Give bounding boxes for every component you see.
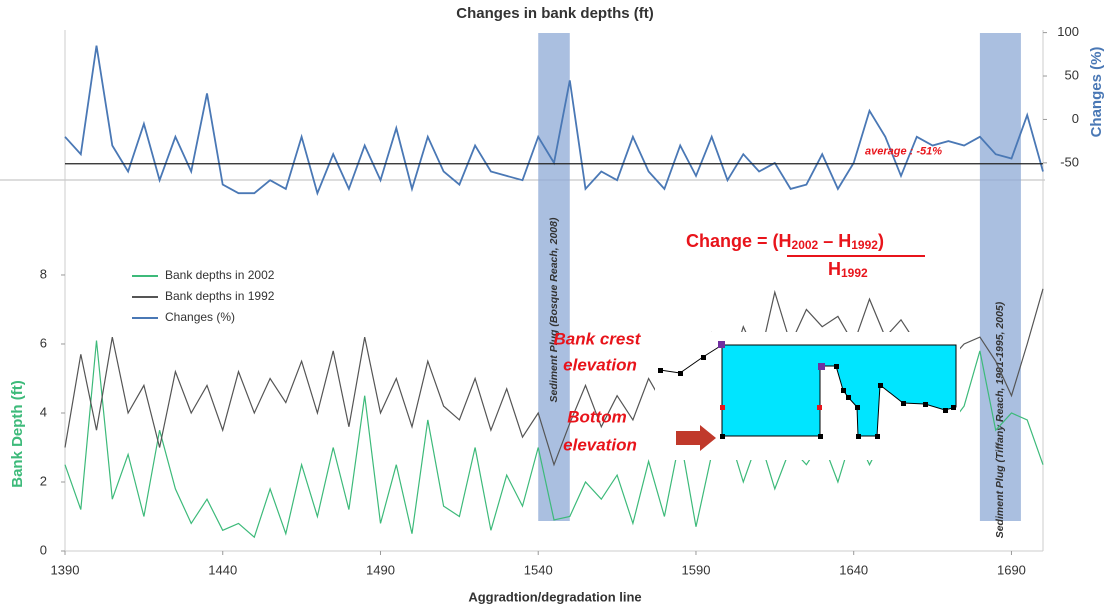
x-tick-label: 1590: [682, 562, 711, 577]
y-tick-label: 2: [40, 473, 47, 488]
y2-tick-label: 0: [1072, 111, 1079, 126]
formula-denominator: H1992: [828, 259, 868, 280]
x-tick-label: 1690: [997, 562, 1026, 577]
y-tick-label: 8: [40, 266, 47, 281]
formula-part: ): [878, 231, 884, 251]
y-tick-label: 0: [40, 542, 47, 557]
x-axis-title: Aggradtion/degradation line: [468, 589, 641, 604]
formula-part: 1992: [851, 238, 878, 252]
x-tick-label: 1540: [524, 562, 553, 577]
x-tick-label: 1490: [366, 562, 395, 577]
formula-part: – H: [818, 231, 851, 251]
formula-part: 1992: [841, 266, 868, 280]
x-tick-label: 1440: [208, 562, 237, 577]
legend-label: Changes (%): [165, 310, 235, 324]
legend-label: Bank depths in 1992: [165, 289, 275, 303]
y-tick-label: 4: [40, 404, 47, 419]
bottom-label: elevation: [563, 435, 637, 454]
formula-part: H: [828, 259, 841, 279]
chart: Changes in bank depths (ft) Aggradtion/d…: [0, 0, 1109, 609]
bottom-label: Bottom: [567, 407, 626, 426]
chart-title: Changes in bank depths (ft): [456, 5, 654, 22]
band-label: Sediment Plug (Bosque Reach, 2008): [548, 217, 560, 402]
formula: Change = (H2002 – H1992): [686, 231, 884, 252]
formula-part: 2002: [792, 238, 819, 252]
y2-tick-label: 100: [1057, 24, 1079, 39]
band-label: Sediment Plug (Tiffany Reach, 1991-1995,…: [994, 301, 1006, 538]
y2-tick-label: -50: [1060, 154, 1079, 169]
x-tick-label: 1640: [839, 562, 868, 577]
page: Changes in bank depths (ft) Aggradtion/d…: [0, 0, 1109, 609]
crest-label: Bank crest: [554, 329, 642, 348]
y2-axis-title: Changes (%): [1088, 47, 1105, 138]
y-tick-label: 6: [40, 335, 47, 350]
average-label: average : -51%: [865, 146, 942, 158]
legend-label: Bank depths in 2002: [165, 268, 275, 282]
y-axis-title: Bank Depth (ft): [9, 380, 26, 488]
plot: Sediment Plug (Bosque Reach, 2008) Sedime…: [40, 24, 1079, 577]
crest-label: elevation: [563, 355, 637, 374]
formula-part: (H: [773, 231, 792, 251]
formula-part: Change =: [686, 231, 773, 251]
x-tick-label: 1390: [51, 562, 80, 577]
y2-tick-label: 50: [1065, 67, 1079, 82]
inset-diagram: [655, 332, 960, 460]
